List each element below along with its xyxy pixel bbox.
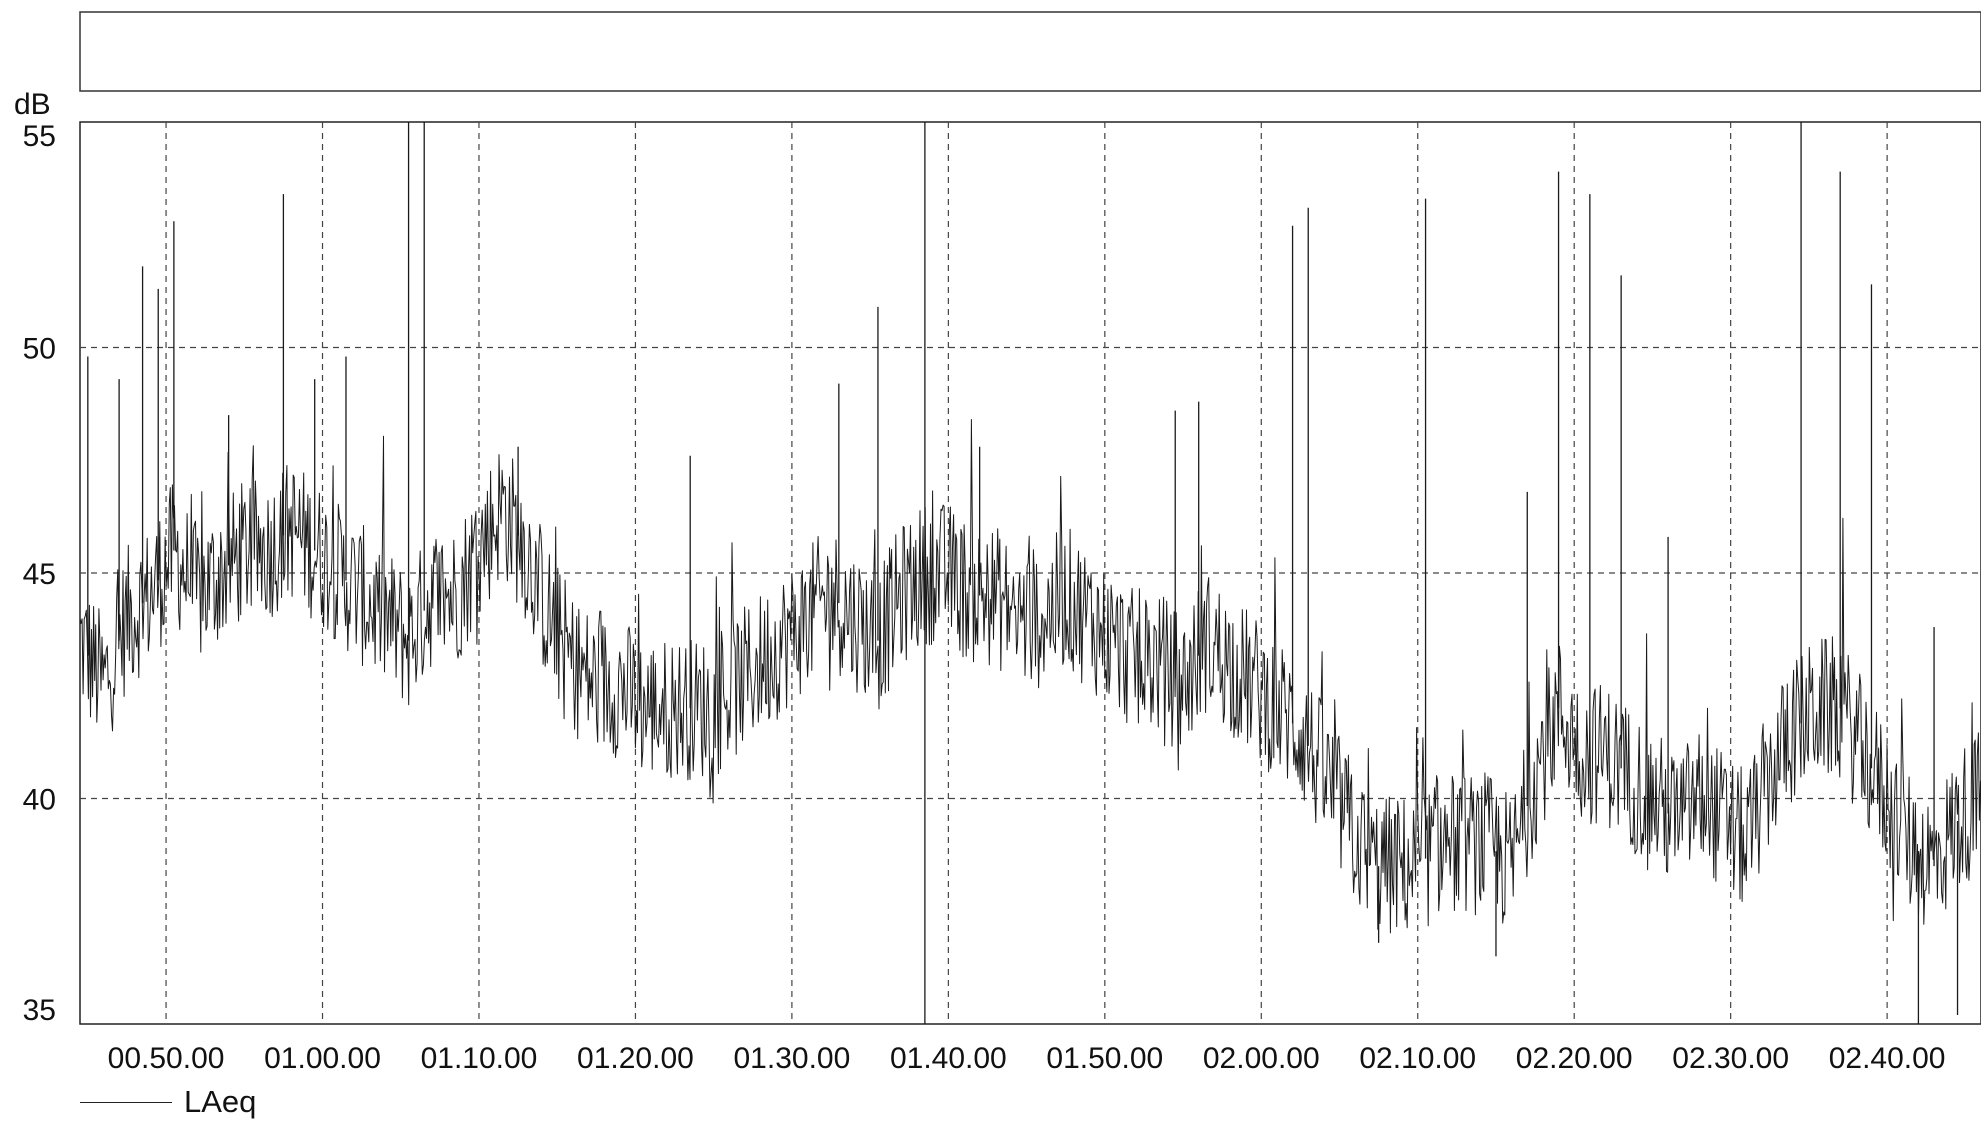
- x-tick-label: 01.30.00: [734, 1042, 851, 1075]
- y-tick-labels: 35 40 45 50 55: [23, 120, 56, 1027]
- y-tick-label: 50: [23, 333, 56, 366]
- x-tick-label: 02.30.00: [1672, 1042, 1789, 1075]
- series-line-laeq: [79, 419, 1981, 934]
- x-tick-label: 01.20.00: [577, 1042, 694, 1075]
- y-axis-unit-label: dB: [14, 88, 51, 121]
- y-tick-label: 35: [23, 994, 56, 1027]
- x-tick-label: 02.40.00: [1829, 1042, 1946, 1075]
- x-tick-label: 02.00.00: [1203, 1042, 1320, 1075]
- series-layer: [79, 122, 1981, 1024]
- y-tick-label: 40: [23, 784, 56, 817]
- x-tick-label: 01.10.00: [421, 1042, 538, 1075]
- grid-lines: [80, 122, 1981, 1024]
- x-tick-label: 02.20.00: [1516, 1042, 1633, 1075]
- legend-label-laeq: LAeq: [184, 1084, 257, 1119]
- x-tick-label: 01.40.00: [890, 1042, 1007, 1075]
- y-tick-label: 45: [23, 558, 56, 591]
- x-tick-label: 02.10.00: [1359, 1042, 1476, 1075]
- x-tick-label: 01.50.00: [1046, 1042, 1163, 1075]
- y-tick-label: 55: [23, 120, 56, 153]
- legend-swatch-laeq: [80, 1101, 172, 1103]
- x-tick-label: 00.50.00: [108, 1042, 225, 1075]
- header-panel: [79, 11, 1981, 92]
- legend: LAeq: [80, 1082, 256, 1122]
- x-tick-labels: 00.50.00 01.00.00 01.10.00 01.20.00 01.30.00…: [108, 1042, 1946, 1075]
- x-tick-label: 01.00.00: [264, 1042, 381, 1075]
